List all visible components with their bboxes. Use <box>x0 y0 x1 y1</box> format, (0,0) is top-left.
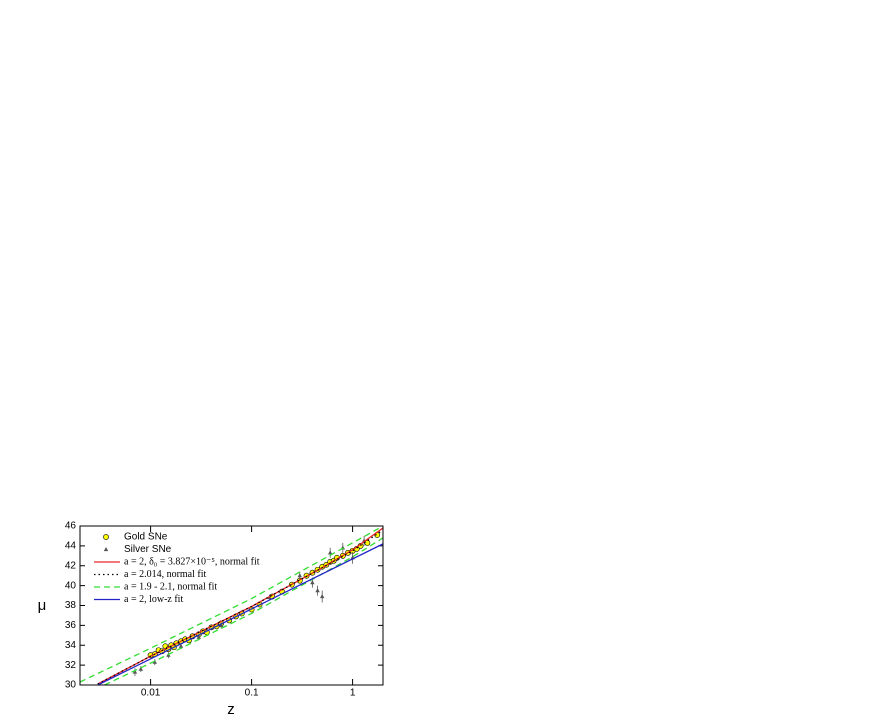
silver-point <box>297 573 302 578</box>
silver-point <box>132 669 138 674</box>
legend-symbol <box>103 534 109 540</box>
y-tick-label: 32 <box>65 660 77 671</box>
y-tick-label: 34 <box>65 640 77 651</box>
x-tick-label: 0.1 <box>245 688 259 699</box>
y-tick-label: 46 <box>65 521 77 532</box>
y-axis-label: μ <box>38 597 47 614</box>
legend-label: a = 2, low-z fit <box>124 594 183 605</box>
fit-line <box>97 529 383 685</box>
y-tick-label: 38 <box>65 600 77 611</box>
silver-point <box>218 622 224 627</box>
plot <box>80 526 383 685</box>
legend-label: Silver SNe <box>124 544 172 555</box>
legend-label: a = 2.014, normal fit <box>124 569 207 580</box>
silver-point <box>319 594 325 599</box>
x-tick-label: 0.01 <box>141 688 161 699</box>
frame <box>79 525 384 686</box>
legend-symbol <box>103 547 109 552</box>
silver-point <box>327 550 333 555</box>
silver-point <box>315 588 320 593</box>
silver-point <box>178 643 184 648</box>
legend-label: a = 1.9 - 2.1, normal fit <box>124 581 217 592</box>
legend-label: Gold SNe <box>124 532 168 543</box>
fit-line <box>97 543 383 685</box>
silver-point <box>196 634 201 639</box>
legend-label: a = 2, δ₀ = 3.827×10⁻⁵, normal fit <box>124 556 260 567</box>
y-tick-label: 42 <box>65 560 77 571</box>
y-tick-label: 30 <box>65 680 77 691</box>
fit-line <box>104 537 383 685</box>
silver-point <box>310 580 315 585</box>
y-tick-label: 40 <box>65 580 77 591</box>
x-axis-label: z <box>227 701 235 718</box>
x-tick-label: 1 <box>350 688 356 699</box>
y-tick-label: 44 <box>65 541 77 552</box>
fit-line <box>80 526 383 683</box>
y-tick-label: 36 <box>65 620 77 631</box>
silver-point <box>138 666 144 671</box>
